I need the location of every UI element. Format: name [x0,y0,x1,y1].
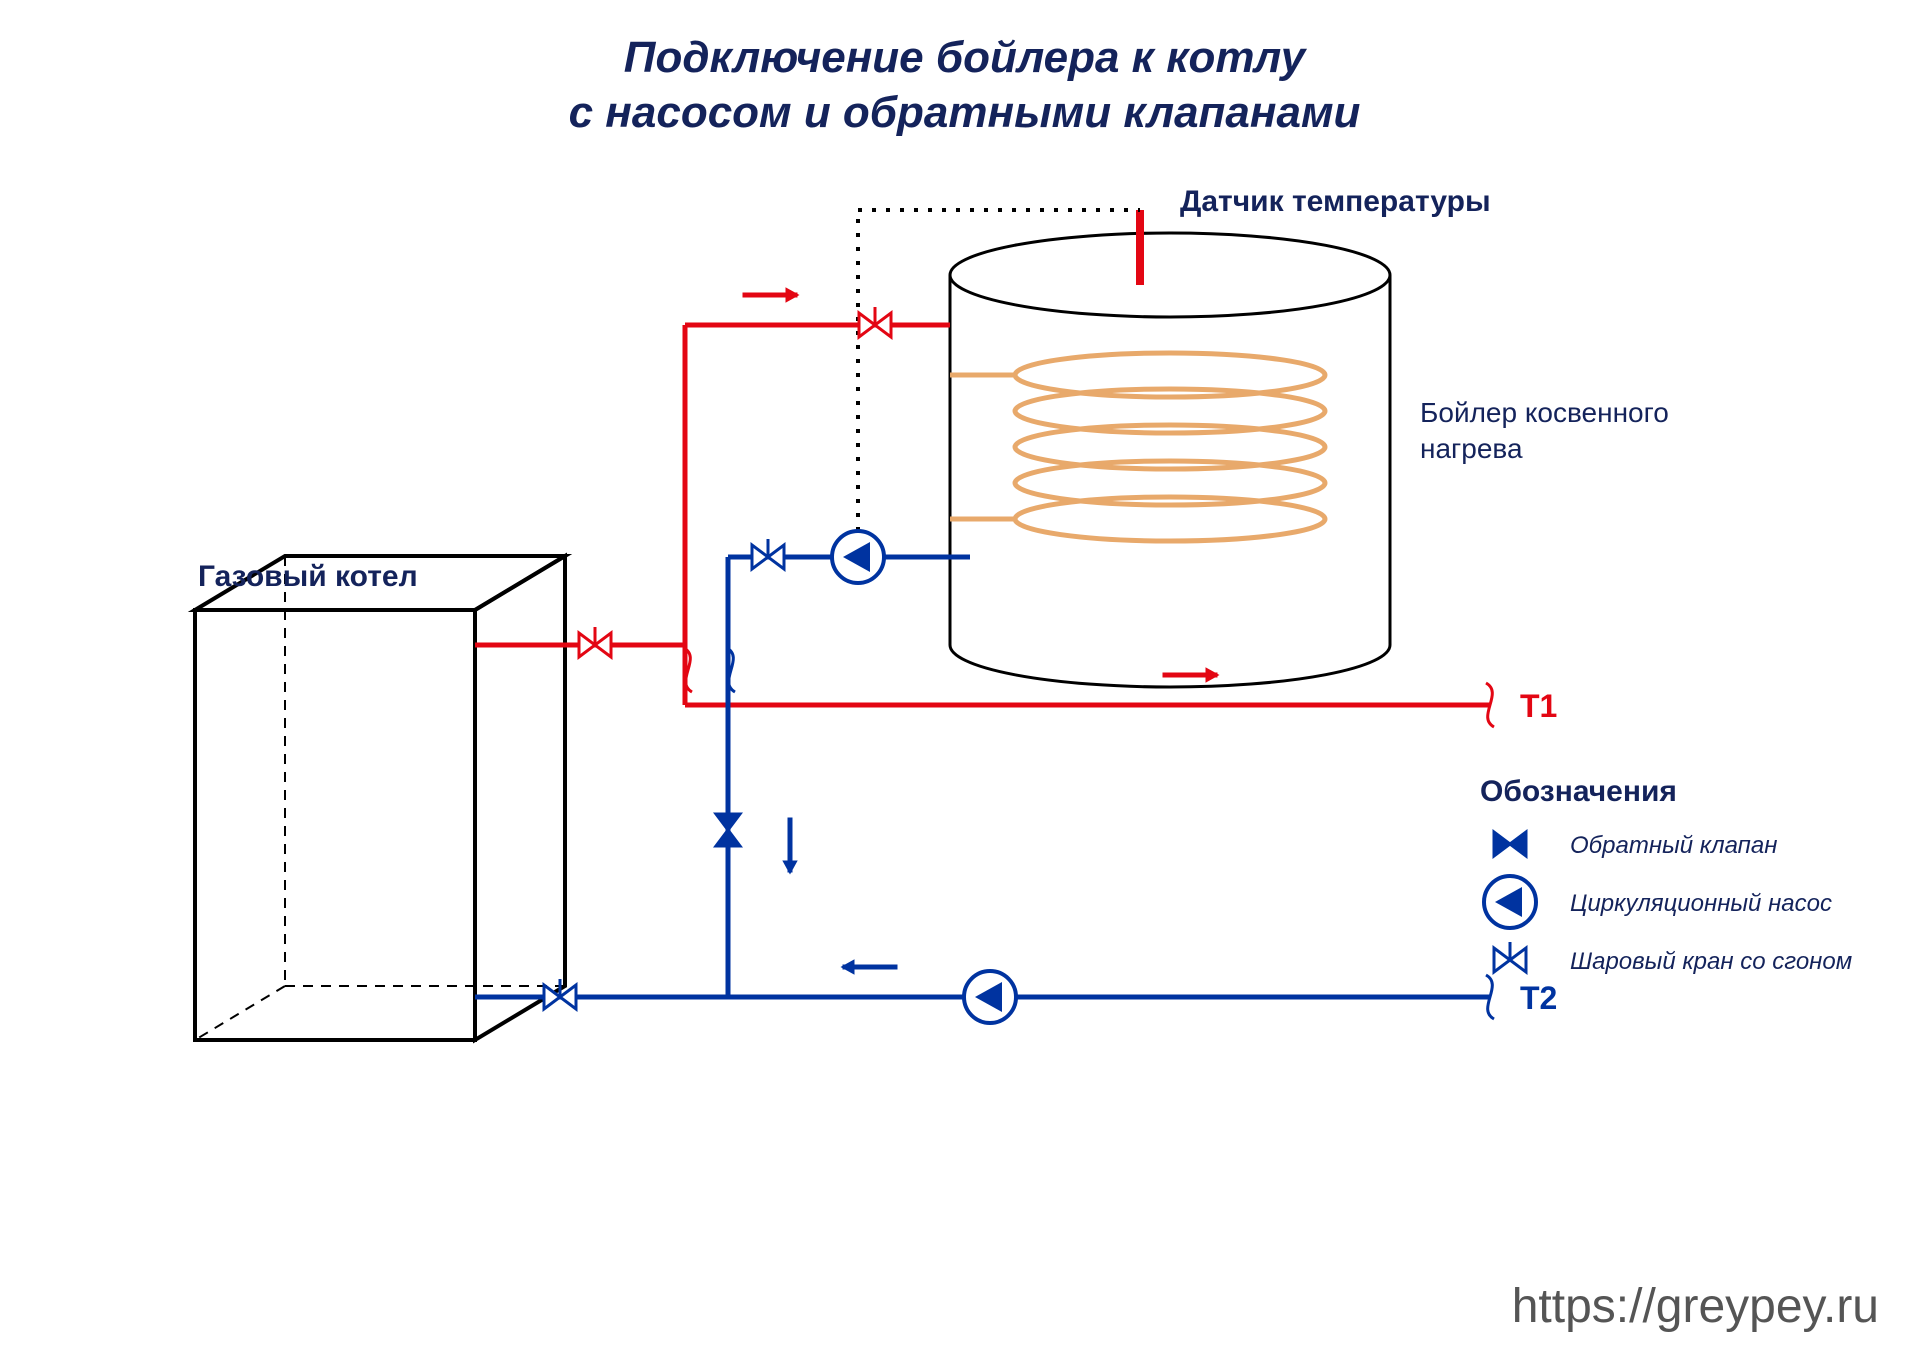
legend-pump-label: Циркуляционный насос [1570,890,1832,918]
label-sensor: Датчик температуры [1180,185,1491,219]
label-indirect-boiler-l1: Бойлер косвенного [1420,397,1669,428]
label-t2: Т2 [1520,980,1557,1017]
title-line-2: с насосом и обратными клапанами [569,88,1361,137]
label-boiler: Газовый котел [198,560,418,594]
label-t1: Т1 [1520,688,1557,725]
source-url: https://greypey.ru [1512,1279,1879,1334]
label-indirect-boiler: Бойлер косвенного нагрева [1420,395,1669,468]
legend-ball-valve-label: Шаровый кран со сгоном [1570,948,1852,976]
diagram-title: Подключение бойлера к котлу с насосом и … [0,30,1929,140]
title-line-1: Подключение бойлера к котлу [624,33,1305,82]
legend-check-valve-label: Обратный клапан [1570,832,1777,860]
label-indirect-boiler-l2: нагрева [1420,433,1523,464]
diagram-canvas [0,0,1929,1364]
legend-title: Обозначения [1480,775,1677,809]
